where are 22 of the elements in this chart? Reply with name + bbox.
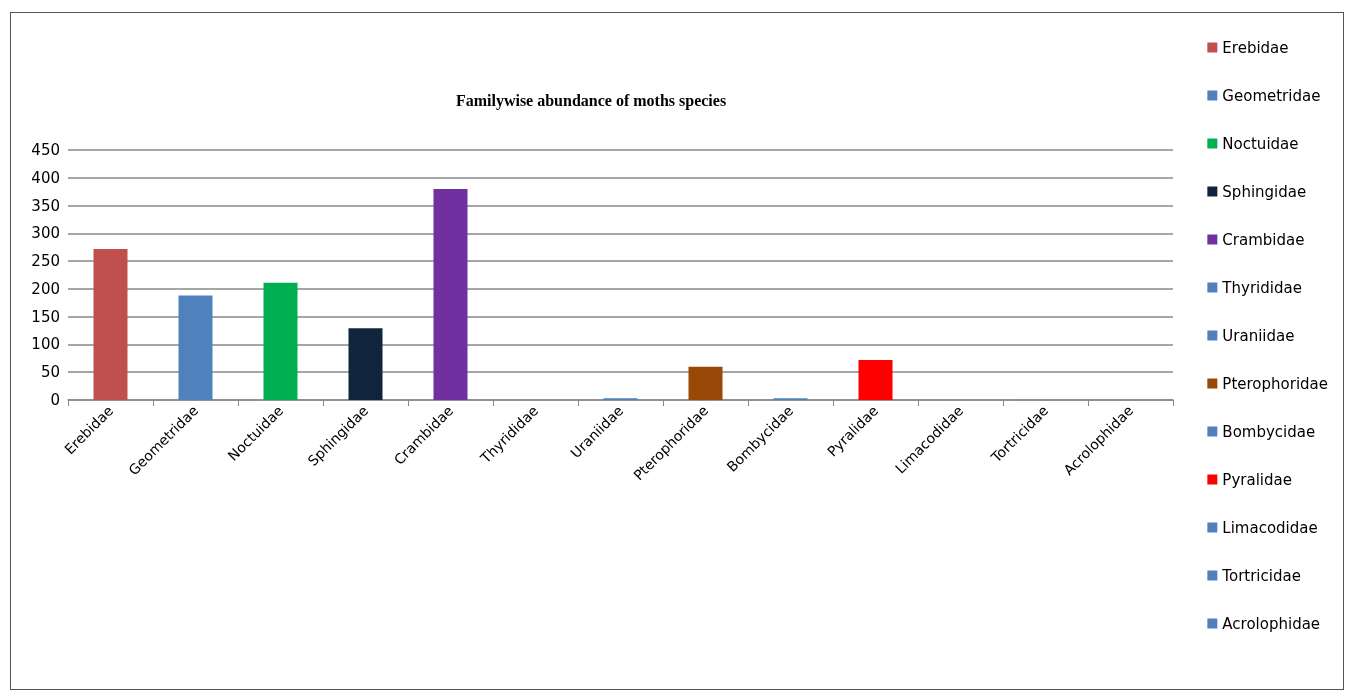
- y-tick-label: 0: [50, 391, 60, 409]
- legend-label: Thyrididae: [1221, 278, 1302, 297]
- y-tick-label: 200: [31, 279, 60, 298]
- y-tick-label: 250: [31, 252, 60, 271]
- legend-label: Geometridae: [1222, 86, 1321, 105]
- y-tick-label: 350: [31, 196, 60, 215]
- y-tick-label: 400: [31, 168, 60, 187]
- y-tick-label: 300: [31, 224, 60, 243]
- legend-label: Crambidae: [1222, 230, 1305, 249]
- legend-label: Erebidae: [1222, 38, 1289, 57]
- y-tick-label: 150: [31, 307, 60, 326]
- legend-label: Tortricidae: [1221, 566, 1301, 585]
- legend-label: Limacodidae: [1222, 518, 1318, 537]
- y-tick-label: 450: [31, 141, 60, 159]
- chart-title: Familywise abundance of moths species: [455, 91, 727, 110]
- legend-label: Pterophoridae: [1222, 374, 1328, 393]
- legend-label: Sphingidae: [1222, 182, 1307, 201]
- y-tick-label: 100: [31, 335, 60, 354]
- y-tick-label: 50: [40, 363, 60, 382]
- legend-label: Acrolophidae: [1222, 614, 1321, 633]
- legend-label: Noctuidae: [1222, 134, 1299, 153]
- legend-label: Uraniidae: [1222, 326, 1295, 345]
